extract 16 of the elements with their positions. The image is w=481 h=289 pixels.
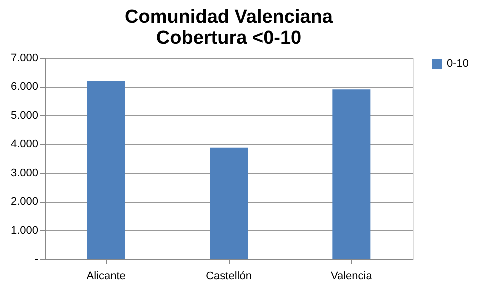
- legend-label: 0-10: [447, 58, 470, 70]
- y-tick-label: 6.000: [10, 81, 38, 94]
- bar: [332, 90, 371, 259]
- x-tick-label: Castellón: [206, 270, 252, 282]
- bar: [210, 148, 248, 259]
- y-tick-label: 7.000: [10, 52, 38, 64]
- x-tick-label: Valencia: [330, 270, 374, 282]
- y-tick-label: -: [34, 254, 39, 266]
- y-tick-label: 1.000: [10, 224, 38, 237]
- y-tick-label: 5.000: [10, 110, 38, 122]
- y-tick-label: 4.000: [10, 138, 38, 151]
- bar: [87, 80, 126, 259]
- x-tick-label: Alicante: [86, 270, 126, 282]
- chart-title: Comunidad Valenciana Cobertura <0-10: [125, 7, 334, 49]
- y-tick-label: 2.000: [10, 196, 38, 208]
- y-tick-label: 3.000: [10, 167, 38, 180]
